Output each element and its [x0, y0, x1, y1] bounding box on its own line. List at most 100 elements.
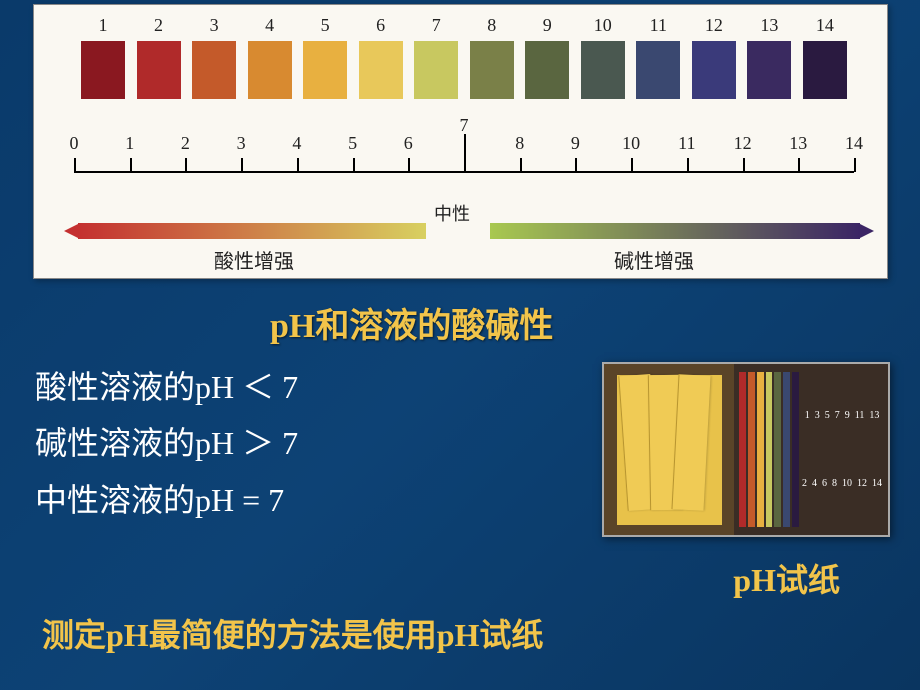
paper-number: 7 [835, 410, 840, 421]
swatch-row: 1234567891011121314 [79, 15, 849, 105]
scale-tick-label: 8 [515, 133, 524, 154]
scale-tick [353, 158, 355, 172]
ph-swatch: 7 [412, 15, 460, 105]
swatch-number: 11 [650, 15, 667, 36]
color-strip [783, 372, 790, 527]
color-cell [783, 450, 790, 528]
scale-tick [575, 158, 577, 172]
scale-tick-label: 0 [70, 133, 79, 154]
swatch-number: 13 [760, 15, 778, 36]
color-strip [774, 372, 781, 527]
paper-number: 14 [872, 478, 882, 489]
ph-swatch: 12 [690, 15, 738, 105]
acid-gradient-bar [78, 223, 426, 239]
swatch-color [248, 41, 292, 99]
ph-swatch: 5 [301, 15, 349, 105]
color-strip [748, 372, 755, 527]
color-cell [748, 450, 755, 528]
scale-tick-label: 1 [125, 133, 134, 154]
ph-swatch: 2 [135, 15, 183, 105]
paper-number: 8 [832, 478, 837, 489]
scale-tick [130, 158, 132, 172]
swatch-number: 5 [321, 15, 330, 36]
ph-rules: 酸性溶液的pH ＜ 7 碱性溶液的pH ＞ 7 中性溶液的pH = 7 [35, 360, 298, 529]
scale-tick [297, 158, 299, 172]
swatch-number: 9 [543, 15, 552, 36]
swatch-color [525, 41, 569, 99]
swatch-color [81, 41, 125, 99]
paper-number: 5 [825, 410, 830, 421]
scale-tick [520, 158, 522, 172]
acid-strength-label: 酸性增强 [214, 245, 294, 274]
rule-neutral: 中性溶液的pH = 7 [35, 473, 298, 527]
swatch-number: 8 [487, 15, 496, 36]
color-cell [739, 372, 746, 450]
swatch-number: 2 [154, 15, 163, 36]
scale-axis-line [74, 171, 854, 173]
page-title: pH和溶液的酸碱性 [270, 298, 553, 347]
scale-tick-label: 6 [404, 133, 413, 154]
paper-sheet [671, 374, 710, 510]
scale-tick [798, 158, 800, 172]
ph-paper-caption: pH试纸 [733, 555, 840, 601]
footer-statement: 测定pH最简便的方法是使用pH试纸 [42, 610, 543, 656]
color-cell [766, 372, 773, 450]
ph-swatch: 1 [79, 15, 127, 105]
ph-paper-color-strips: 1357911132468101214 [734, 364, 888, 535]
color-cell [766, 450, 773, 528]
ph-swatch: 4 [246, 15, 294, 105]
paper-number: 11 [855, 410, 865, 421]
scale-tick-label: 9 [571, 133, 580, 154]
ph-swatch: 14 [801, 15, 849, 105]
swatch-number: 1 [99, 15, 108, 36]
scale-tick [687, 158, 689, 172]
color-cell [783, 372, 790, 450]
swatch-color [581, 41, 625, 99]
swatch-number: 12 [705, 15, 723, 36]
scale-tick-label: 14 [845, 133, 863, 154]
paper-number-column: 1357911132468101214 [800, 372, 884, 527]
swatch-color [414, 41, 458, 99]
ph-swatch: 6 [357, 15, 405, 105]
scale-tick-label: 10 [622, 133, 640, 154]
base-strength-label: 碱性增强 [614, 245, 694, 274]
scale-tick-label: 11 [678, 133, 695, 154]
ph-swatch: 8 [468, 15, 516, 105]
swatch-color [303, 41, 347, 99]
swatch-number: 4 [265, 15, 274, 36]
paper-number: 13 [869, 410, 879, 421]
scale-tick [631, 158, 633, 172]
neutral-label: 中性 [434, 200, 470, 226]
paper-number: 4 [812, 478, 817, 489]
color-cell [757, 372, 764, 450]
swatch-number: 6 [376, 15, 385, 36]
paper-stack [617, 375, 722, 525]
paper-number: 3 [815, 410, 820, 421]
scale-tick [241, 158, 243, 172]
color-cell [757, 450, 764, 528]
scale-tick-label: 4 [292, 133, 301, 154]
paper-number: 6 [822, 478, 827, 489]
scale-tick-label: 13 [789, 133, 807, 154]
swatch-number: 7 [432, 15, 441, 36]
scale-tick-label: 7 [460, 115, 469, 136]
swatch-color [747, 41, 791, 99]
paper-number-row: 135791113 [805, 410, 880, 421]
scale-tick-label: 5 [348, 133, 357, 154]
base-gradient-bar [490, 223, 860, 239]
color-cell [792, 372, 799, 450]
ph-swatch: 11 [634, 15, 682, 105]
swatch-color [192, 41, 236, 99]
paper-number: 9 [845, 410, 850, 421]
color-strip [739, 372, 746, 527]
scale-tick-label: 12 [734, 133, 752, 154]
swatch-number: 14 [816, 15, 834, 36]
swatch-number: 3 [210, 15, 219, 36]
color-cell [774, 450, 781, 528]
ph-swatch: 9 [523, 15, 571, 105]
color-strip [757, 372, 764, 527]
scale-tick [854, 158, 856, 172]
ph-paper-photo: 1357911132468101214 [602, 362, 890, 537]
ph-swatch: 13 [745, 15, 793, 105]
color-cell [792, 450, 799, 528]
